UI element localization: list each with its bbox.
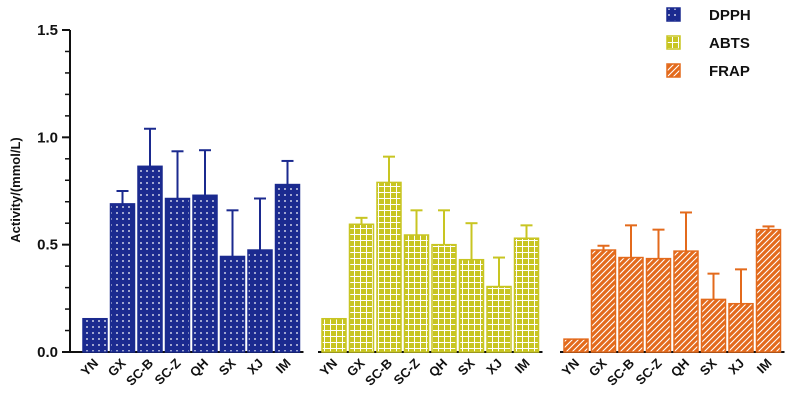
legend-item-dpph: DPPH — [666, 7, 751, 24]
legend-swatch — [666, 35, 681, 50]
x-tick-label: IM — [754, 356, 775, 377]
bar-abts-yn — [321, 317, 347, 353]
x-tick-label: SC-Z — [391, 355, 423, 387]
bar-abts-sx — [458, 258, 485, 353]
bar-frap-sx — [700, 298, 727, 353]
bar-dpph-xj — [247, 249, 273, 353]
legend-label: FRAP — [709, 63, 750, 80]
bar-dpph-yn — [82, 317, 108, 353]
bar-dpph-sc-b — [137, 165, 163, 353]
y-tick-label: 1.5 — [37, 22, 58, 39]
y-axis-title: Activity/(mmol/L) — [8, 137, 23, 242]
x-tick-label: YN — [78, 356, 101, 379]
x-tick-label: QH — [668, 356, 692, 380]
bar-dpph-gx — [109, 203, 136, 353]
x-tick-label: XJ — [244, 356, 266, 378]
bar-abts-qh — [431, 243, 457, 353]
x-tick-label: SX — [455, 355, 478, 378]
bar-abts-im — [513, 237, 540, 353]
bar-frap-im — [755, 228, 782, 353]
x-tick-label: IM — [512, 356, 533, 377]
x-tick-label: YN — [317, 356, 340, 379]
x-tick-label: IM — [273, 356, 294, 377]
y-tick-label: 1.0 — [37, 129, 58, 146]
bar-abts-gx — [348, 223, 375, 353]
x-tick-label: QH — [187, 356, 211, 380]
x-tick-label: SC-B — [123, 356, 156, 389]
x-tick-label: SC-Z — [152, 355, 184, 387]
bar-frap-yn — [563, 338, 589, 353]
x-tick-label: SX — [216, 355, 239, 378]
x-tick-label: XJ — [483, 356, 505, 378]
series-dpph — [82, 127, 301, 353]
bar-dpph-sx — [219, 255, 246, 353]
bar-abts-xj — [486, 285, 512, 353]
y-axis: 0.0 0.5 1.0 1.5 — [37, 22, 71, 361]
bar-frap-sc-z — [645, 257, 672, 353]
x-tick-label: XJ — [725, 356, 747, 378]
legend: DPPH ABTS FRAP — [666, 7, 751, 80]
x-tick-label: SC-B — [604, 356, 637, 389]
bar-frap-qh — [673, 250, 699, 353]
series-frap — [563, 211, 782, 353]
legend-item-frap: FRAP — [666, 63, 750, 80]
bar-dpph-im — [274, 183, 301, 353]
bar-dpph-sc-z — [164, 197, 191, 353]
legend-item-abts: ABTS — [666, 35, 750, 52]
bar-frap-sc-b — [618, 256, 644, 353]
bar-frap-xj — [728, 302, 754, 353]
x-tick-label: SC-B — [362, 356, 395, 389]
x-tick-label: QH — [426, 356, 450, 380]
bar-abts-sc-z — [403, 234, 430, 353]
x-tick-label: YN — [559, 356, 582, 379]
y-tick-label: 0.5 — [37, 237, 58, 254]
legend-label: ABTS — [709, 35, 750, 52]
y-tick-label: 0.0 — [37, 344, 58, 361]
x-tick-label: SC-Z — [633, 355, 665, 387]
bar-frap-gx — [590, 249, 617, 353]
series-abts — [321, 155, 540, 353]
legend-swatch — [666, 7, 681, 22]
legend-label: DPPH — [709, 7, 751, 24]
bar-dpph-qh — [192, 194, 218, 353]
legend-swatch — [666, 63, 681, 78]
bar-abts-sc-b — [376, 181, 402, 353]
bars — [82, 127, 782, 353]
x-tick-label: SX — [697, 355, 720, 378]
